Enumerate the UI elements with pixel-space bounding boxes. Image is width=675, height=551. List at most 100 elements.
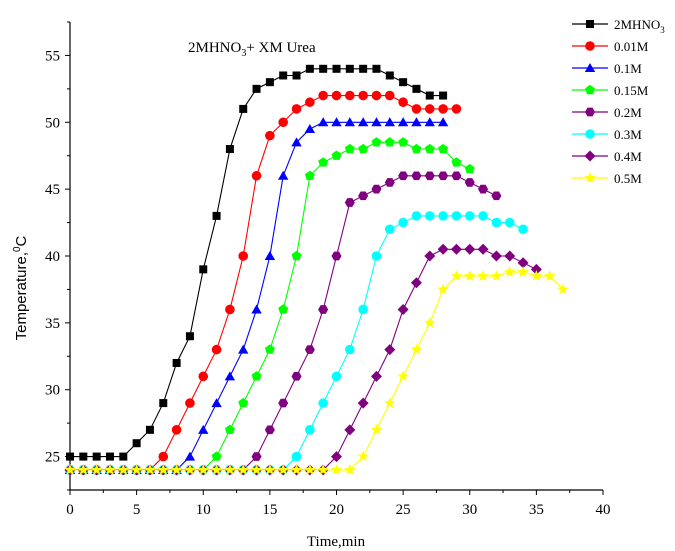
data-point [477, 243, 489, 255]
data-point [411, 171, 422, 181]
legend-label: 0.3M [614, 127, 642, 142]
legend-item: 0.4M [572, 149, 642, 164]
data-point [331, 451, 342, 463]
data-point [370, 370, 382, 382]
data-point [66, 452, 74, 461]
legend-item: 0.5M [572, 171, 642, 186]
x-tick-label: 0 [66, 502, 74, 518]
series-line [70, 141, 470, 471]
legend-label: 0.5M [614, 171, 642, 186]
data-point [291, 104, 302, 114]
data-point [477, 270, 489, 281]
series-0.5M [64, 266, 569, 475]
data-point [424, 143, 435, 154]
data-point [317, 117, 329, 127]
data-point [278, 398, 289, 408]
data-point [424, 316, 436, 328]
data-point [278, 170, 289, 180]
data-point [491, 191, 502, 201]
data-point [277, 463, 289, 475]
data-point [264, 463, 276, 475]
data-point [90, 463, 103, 475]
y-tick-label: 35 [45, 316, 60, 332]
data-point [344, 143, 355, 154]
data-point [117, 463, 130, 475]
data-point [264, 344, 275, 354]
data-point [517, 257, 529, 269]
y-tick-label: 40 [45, 249, 60, 265]
data-point [451, 211, 462, 221]
data-point [345, 90, 355, 101]
data-point [252, 84, 261, 93]
data-point [198, 371, 209, 382]
data-point [331, 90, 342, 101]
legend-marker [584, 63, 596, 72]
data-point [197, 463, 209, 475]
data-point [370, 423, 383, 435]
legend-marker [586, 20, 594, 28]
data-point [518, 224, 528, 235]
data-point [358, 304, 368, 315]
data-point [464, 178, 475, 187]
data-point [398, 171, 409, 181]
data-point [358, 90, 368, 101]
data-point [345, 64, 354, 73]
data-point [384, 397, 396, 408]
data-point [451, 171, 462, 181]
data-point [198, 424, 209, 434]
data-point [543, 270, 556, 281]
data-point [397, 303, 409, 315]
data-point [371, 137, 382, 147]
data-point [130, 463, 143, 475]
data-point [199, 265, 208, 274]
data-point [251, 170, 262, 181]
data-point [372, 64, 381, 73]
data-point [172, 358, 181, 367]
data-point [318, 398, 328, 408]
data-point [291, 451, 302, 462]
data-point [64, 463, 76, 475]
data-point [464, 270, 476, 281]
data-point [398, 97, 408, 108]
axes: 0 5 10 15 20 25 30 35 40 25 30 35 40 45 50 55 [45, 21, 611, 518]
data-point [170, 463, 183, 475]
data-point [385, 224, 395, 235]
data-point [304, 345, 315, 354]
data-point [371, 184, 382, 194]
x-tick-label: 5 [133, 502, 141, 518]
y-axis-title: Temperature,0C [12, 235, 30, 340]
data-point [344, 198, 355, 207]
data-point [371, 90, 382, 101]
data-point [159, 399, 168, 408]
data-point [238, 251, 249, 261]
data-point [371, 117, 382, 127]
data-point [144, 463, 156, 475]
data-point [357, 397, 369, 409]
data-point [319, 64, 328, 73]
data-point [411, 211, 422, 221]
data-point [331, 371, 342, 382]
series-2MHNO3 [66, 64, 448, 461]
data-point [358, 143, 369, 154]
data-point [305, 64, 314, 73]
data-point [424, 104, 435, 114]
data-point [437, 117, 449, 127]
data-point [158, 451, 169, 462]
legend-marker [585, 107, 595, 117]
series-line [70, 68, 444, 458]
data-point [304, 123, 316, 133]
series-0.1M [64, 117, 449, 474]
data-point [464, 163, 475, 174]
legend-item: 0.15M [572, 83, 649, 98]
data-point [331, 117, 342, 127]
data-point [344, 424, 356, 436]
data-point [224, 463, 236, 475]
data-point [330, 463, 343, 475]
data-point [264, 251, 276, 260]
data-point [145, 425, 154, 434]
data-point [132, 439, 141, 448]
data-point [184, 463, 196, 475]
legend-item: 2MHNO3 [572, 17, 665, 35]
x-tick-label: 30 [462, 502, 477, 518]
legend-item: 0.2M [572, 105, 642, 120]
